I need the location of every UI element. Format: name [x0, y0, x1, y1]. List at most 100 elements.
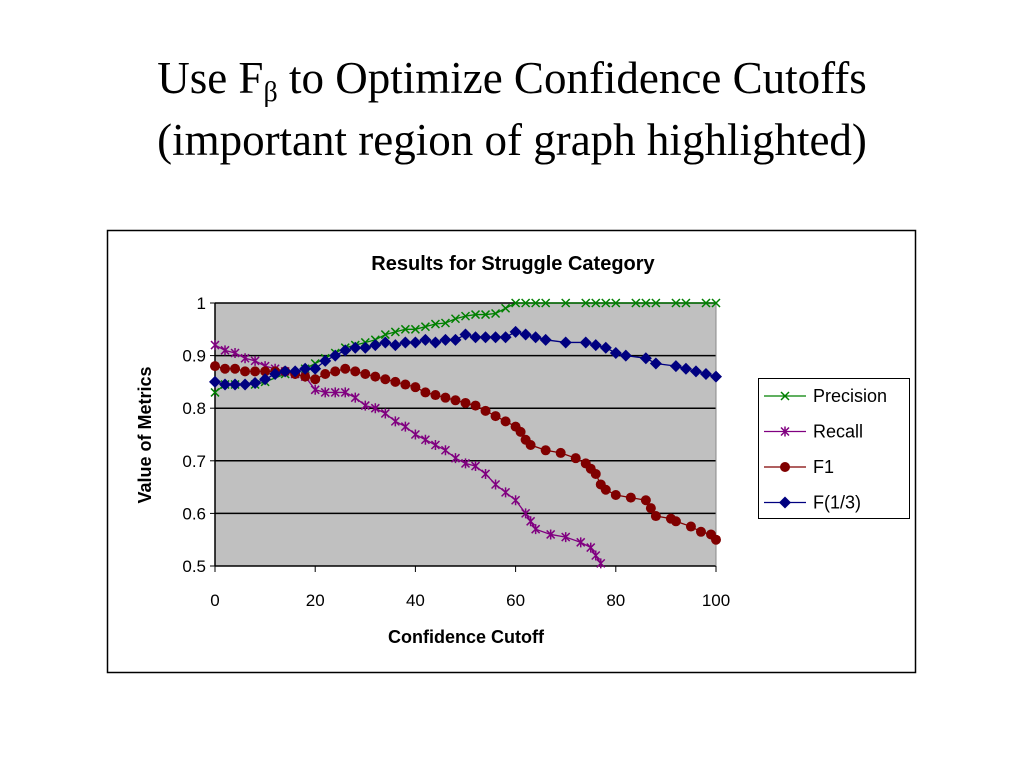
data-point-recall — [430, 440, 440, 451]
data-point-precision — [701, 298, 711, 308]
y-tick-label: 0.6 — [182, 504, 206, 523]
data-point-f1 — [340, 363, 351, 374]
data-point-f1 — [310, 374, 321, 385]
data-point-f-1-3 — [639, 352, 652, 365]
y-tick-label: 0.7 — [182, 452, 206, 471]
data-point-f1 — [360, 369, 371, 380]
title-prefix: Use F — [157, 53, 264, 103]
data-point-f-1-3 — [339, 344, 352, 357]
data-point-f-1-3 — [579, 336, 592, 349]
legend-label-recall: Recall — [813, 422, 863, 442]
data-point-f1 — [600, 484, 611, 495]
data-point-f1 — [490, 411, 501, 422]
data-point-f1 — [380, 374, 391, 385]
data-point-recall — [390, 416, 400, 427]
x-axis-label: Confidence Cutoff — [388, 627, 545, 647]
data-point-f-1-3 — [439, 333, 452, 346]
data-point-f-1-3 — [309, 362, 322, 375]
y-tick-label: 0.9 — [182, 347, 206, 366]
data-point-recall — [440, 445, 450, 456]
slide-title-line-1: Use Fβ to Optimize Confidence Cutoffs — [0, 56, 1024, 107]
data-point-precision — [440, 318, 450, 328]
data-point-recall — [350, 392, 360, 403]
data-point-f1 — [450, 395, 461, 406]
data-point-f-1-3 — [529, 331, 542, 344]
data-point-f1 — [480, 405, 491, 416]
data-point-precision — [501, 303, 511, 313]
data-point-precision — [641, 298, 651, 308]
data-point-f1 — [240, 366, 251, 377]
data-point-f-1-3 — [509, 325, 522, 338]
series-f-1-3 — [209, 325, 722, 391]
data-point-f1 — [670, 516, 681, 527]
x-tick-label: 40 — [406, 591, 425, 610]
data-point-recall — [310, 384, 320, 395]
data-point-f-1-3 — [459, 328, 472, 341]
slide-title-line-2: (important region of graph highlighted) — [157, 115, 867, 165]
data-point-f-1-3 — [619, 349, 632, 362]
data-point-f-1-3 — [599, 341, 612, 354]
data-point-recall — [380, 408, 390, 419]
data-point-recall — [460, 458, 471, 469]
x-tick-label: 20 — [306, 591, 325, 610]
data-point-recall — [470, 461, 481, 472]
data-point-recall — [450, 453, 461, 464]
data-point-f-1-3 — [689, 365, 702, 378]
data-point-f-1-3 — [609, 346, 622, 359]
data-point-precision — [410, 324, 420, 334]
data-point-recall — [526, 516, 536, 527]
data-point-precision — [470, 310, 481, 320]
data-point-recall — [410, 429, 420, 440]
data-point-f1 — [650, 511, 661, 522]
data-point-f-1-3 — [429, 336, 442, 349]
data-point-precision — [601, 298, 611, 308]
plot-area — [215, 303, 716, 566]
data-point-recall — [586, 542, 596, 553]
data-point-precision — [521, 298, 531, 308]
data-point-f1 — [711, 534, 721, 545]
data-point-precision — [541, 298, 551, 308]
data-point-f1 — [460, 397, 471, 408]
data-point-f1 — [625, 492, 636, 503]
data-point-recall — [511, 495, 521, 506]
chart-title: Results for Struggle Category — [371, 253, 655, 275]
data-point-precision — [631, 298, 641, 308]
data-point-f1 — [330, 366, 341, 377]
data-point-precision — [481, 310, 491, 320]
data-point-f1 — [400, 379, 411, 390]
data-point-f-1-3 — [479, 331, 492, 344]
data-point-f1 — [430, 390, 441, 401]
data-point-precision — [210, 387, 220, 397]
data-point-f-1-3 — [219, 378, 232, 391]
data-point-recall — [491, 479, 501, 490]
data-point-f1 — [500, 416, 511, 427]
legend-label-f-1-3: F(1/3) — [813, 493, 861, 513]
data-point-f1 — [540, 445, 551, 456]
data-point-f-1-3 — [209, 375, 221, 388]
data-point-recall — [250, 355, 260, 366]
data-point-precision — [681, 298, 691, 308]
data-point-f1 — [515, 426, 526, 437]
x-tick-label: 100 — [702, 591, 730, 610]
data-point-f1 — [210, 361, 220, 372]
legend-label-precision: Precision — [813, 386, 887, 406]
data-point-recall — [481, 468, 491, 479]
data-point-recall — [240, 353, 250, 364]
data-point-f1 — [470, 400, 481, 411]
series-line-recall — [214, 344, 602, 564]
legend-marker-f-1-3 — [779, 496, 791, 509]
data-point-recall — [360, 400, 370, 411]
legend-marker-f1 — [780, 462, 790, 472]
title-suffix: to Optimize Confidence Cutoffs — [277, 53, 867, 103]
series-f1 — [210, 361, 721, 545]
data-point-f-1-3 — [319, 354, 332, 367]
data-point-recall — [561, 532, 571, 543]
data-point-precision — [561, 298, 571, 308]
data-point-f1 — [390, 376, 401, 387]
data-point-f-1-3 — [269, 368, 282, 381]
data-point-precision — [531, 298, 541, 308]
y-axis-label: Value of Metrics — [135, 366, 155, 503]
data-point-recall — [546, 529, 556, 540]
data-point-precision — [581, 298, 591, 308]
